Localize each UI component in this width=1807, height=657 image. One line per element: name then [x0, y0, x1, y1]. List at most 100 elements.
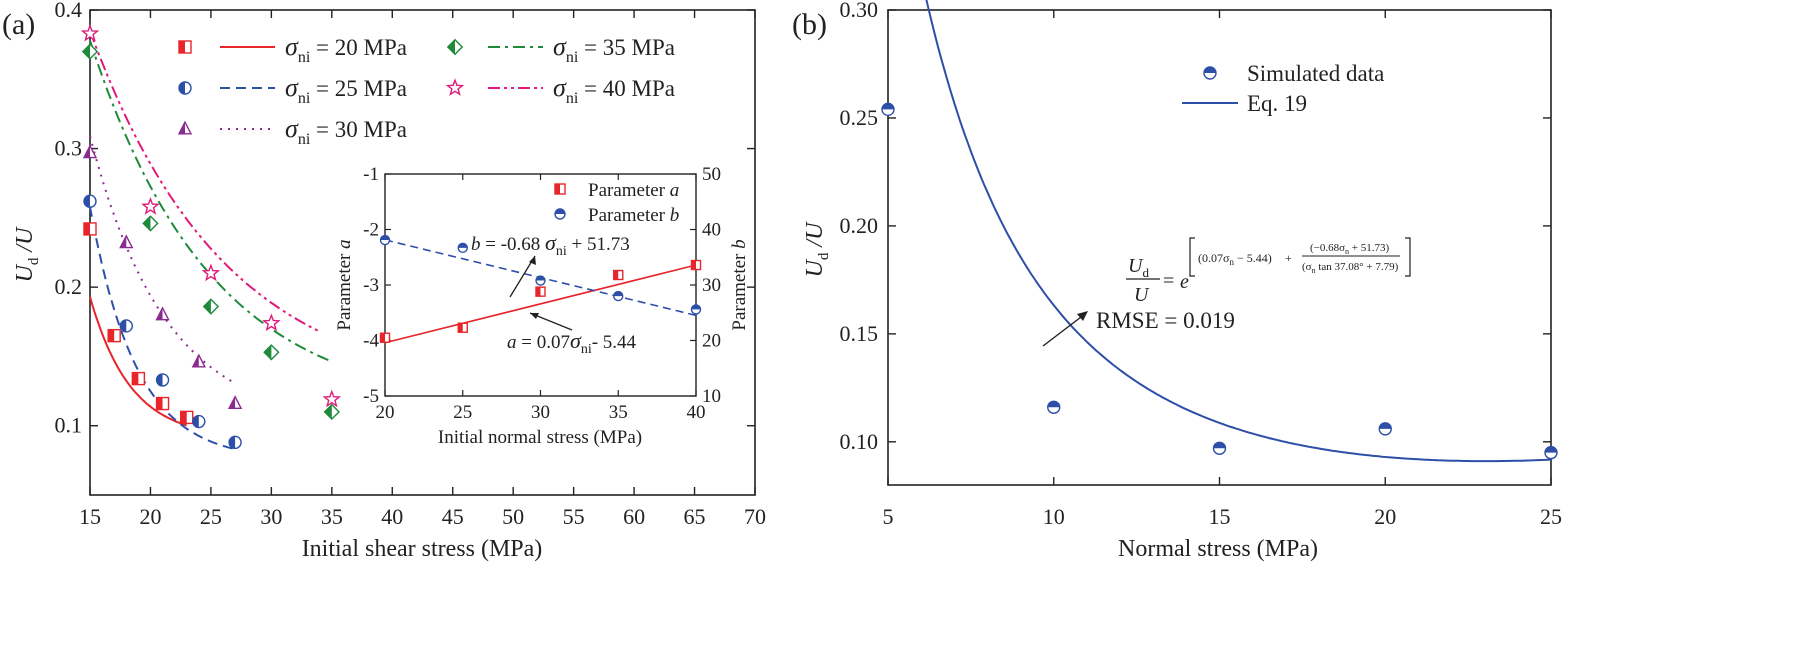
legend-item-30mpa: σni = 30 MPa	[177, 114, 407, 148]
panel-b-data-points	[881, 102, 1558, 460]
inset-x-tick-label: 40	[687, 402, 706, 423]
legend-marker-shape	[178, 81, 192, 95]
inset-data-point	[690, 259, 702, 271]
data-point	[322, 389, 342, 408]
panel-b-eq19-curve	[925, 0, 1552, 463]
marker-fill	[691, 260, 696, 270]
data-point	[1378, 422, 1392, 436]
legend-marker	[177, 120, 193, 135]
data-point	[262, 313, 281, 332]
y-tick-label: 0.1	[55, 413, 83, 438]
inset-legend: Parameter a Parameter b	[554, 180, 679, 226]
inset-b-arrowhead	[529, 256, 536, 265]
panel-b-x-ticks: 5 10 15 20 25	[883, 10, 1562, 529]
y-tick-label: 0.15	[840, 321, 879, 346]
rmse-label: RMSE = 0.019	[1096, 308, 1235, 333]
marker-fill	[613, 270, 619, 280]
marker-fill	[84, 222, 90, 235]
panel-b: (b) 0.10 0.15 0.20 0.25 0.30 5 10 15 20 25 Norma…	[792, 0, 1562, 562]
eq-frac-den: (σn tan 37.08° + 7.79)	[1302, 261, 1399, 275]
marker-fill	[143, 216, 151, 231]
data-point	[155, 396, 170, 411]
data-point	[80, 23, 100, 42]
inset-left-tick-label: -1	[363, 164, 379, 185]
legend-item-20mpa: σni = 20 MPa	[178, 32, 407, 66]
panel-a: (a) 0.1 0.2 0.3 0.4 15 20 25 30 35 40 45 50 55 60 65 7…	[2, 0, 766, 562]
legend-marker	[446, 38, 464, 56]
marker-fill	[555, 184, 560, 194]
data-point	[180, 410, 194, 425]
marker-fill	[447, 39, 455, 55]
legend-item-25mpa: σni = 25 MPa	[178, 73, 407, 107]
inset-legend-marker-a	[554, 183, 566, 195]
marker-fill	[156, 373, 163, 386]
data-point	[263, 344, 280, 361]
marker-outline	[141, 197, 160, 215]
inset-fit-line-0	[384, 264, 697, 344]
data-point	[1047, 400, 1061, 414]
x-tick-label: 15	[1209, 504, 1231, 529]
inset-data-point	[690, 304, 702, 315]
inset-x-tick-label: 30	[531, 402, 550, 423]
ylabel-sub: d	[26, 257, 42, 265]
marker-outline	[80, 23, 100, 42]
panel-a-label: (a)	[2, 8, 35, 41]
x-tick-label: 70	[744, 504, 766, 529]
eq-e: e	[1180, 271, 1189, 293]
marker-fill	[203, 299, 211, 314]
y-tick-label: 0.25	[840, 105, 879, 130]
eq-equals: =	[1163, 270, 1174, 292]
inset-data-point	[379, 332, 391, 343]
data-point	[1544, 445, 1558, 460]
data-point	[201, 263, 221, 282]
panel-b-equation: Ud U = e (0.07σn − 5.44) + (−0.68σn + 51…	[1126, 237, 1411, 306]
fit-curve-series-1	[89, 206, 236, 451]
inset-data-points	[379, 234, 702, 343]
marker-fill	[536, 276, 545, 281]
fit-curve-series-4	[89, 30, 321, 333]
x-tick-label: 50	[502, 504, 524, 529]
panel-a-data-points	[80, 23, 342, 450]
y-tick-label: 0.3	[55, 136, 83, 161]
inset-data-point	[457, 322, 468, 333]
panel-a-y-axis-title: Ud /U	[12, 226, 42, 283]
x-tick-label: 25	[1540, 504, 1562, 529]
inset-a-arrowhead	[530, 313, 539, 319]
x-tick-label: 5	[883, 504, 894, 529]
legend-label: σni = 30 MPa	[285, 114, 407, 148]
y-tick-label: 0.4	[55, 0, 83, 22]
panel-b-legend: Simulated data Eq. 19	[1182, 61, 1384, 116]
legend-label: σni = 25 MPa	[285, 73, 407, 107]
x-tick-label: 15	[79, 504, 101, 529]
marker-fill	[179, 82, 185, 94]
inset-data-point	[613, 290, 624, 302]
y-tick-label: 0.20	[840, 213, 879, 238]
y-tick-label: 0.10	[840, 429, 879, 454]
x-tick-label: 45	[442, 504, 464, 529]
marker-fill	[84, 195, 90, 208]
data-point	[119, 234, 134, 249]
marker-fill	[691, 304, 701, 310]
inset-right-tick-label: 40	[702, 220, 721, 241]
eq-lhs-num: Ud	[1128, 255, 1149, 280]
marker-fill	[156, 397, 163, 410]
legend-item-40mpa: σni = 40 MPa	[445, 73, 675, 107]
fit-curve-series-0	[89, 296, 188, 427]
legend-marker-shape	[178, 40, 192, 54]
legend-marker	[178, 81, 192, 95]
x-tick-label: 20	[1374, 504, 1396, 529]
x-tick-label: 10	[1043, 504, 1065, 529]
marker-fill	[120, 319, 127, 332]
marker-fill	[192, 415, 199, 428]
marker-fill	[120, 235, 127, 248]
inset-right-tick-label: 50	[702, 164, 721, 185]
inset-x-axis-title: Initial normal stress (MPa)	[438, 427, 642, 448]
inset-legend-label-b: Parameter b	[588, 205, 679, 226]
x-tick-label: 55	[563, 504, 585, 529]
data-point	[228, 435, 242, 450]
marker-fill	[264, 345, 272, 360]
marker-fill	[229, 396, 236, 409]
data-point	[881, 102, 895, 117]
panel-b-frame	[887, 9, 1552, 486]
inset-right-tick-label: 20	[702, 331, 721, 352]
